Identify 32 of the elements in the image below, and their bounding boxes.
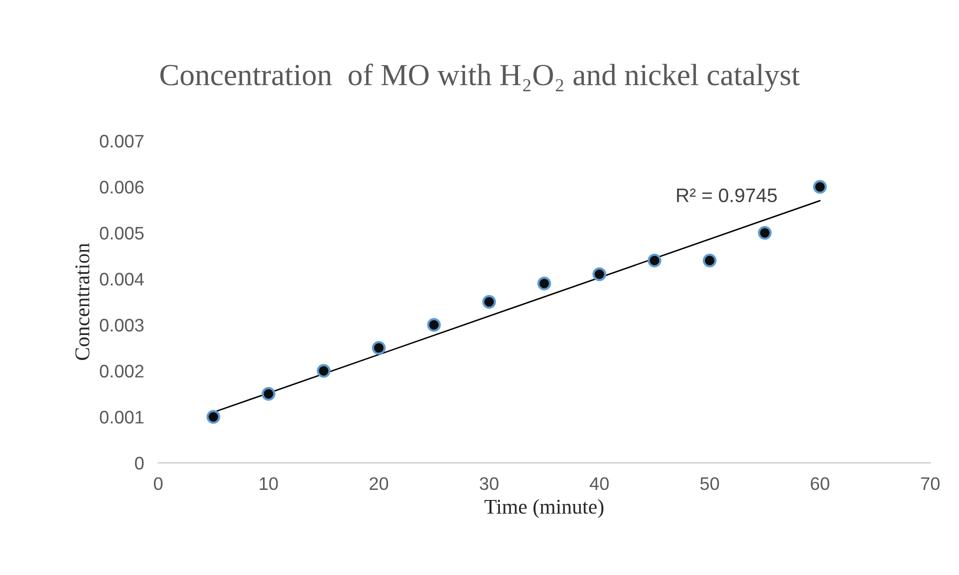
x-tick-label: 20 <box>370 477 388 490</box>
x-tick-label: 50 <box>700 477 719 490</box>
y-tick-label: 0 <box>135 456 144 470</box>
y-tick-label: 0.005 <box>100 226 144 240</box>
y-tick-label: 0.006 <box>100 180 144 194</box>
y-tick-label: 0.007 <box>100 134 144 148</box>
x-tick-label: 10 <box>260 477 278 490</box>
point <box>262 387 276 401</box>
point <box>316 364 331 378</box>
x-tick-label: 30 <box>480 477 498 490</box>
point <box>482 295 496 309</box>
point <box>813 180 827 194</box>
y-tick-label: 0.002 <box>100 364 144 378</box>
point <box>372 341 386 355</box>
chart-title: Concentration of MO with H₂O₂ and nickel catalyst <box>160 64 800 92</box>
point <box>592 267 606 282</box>
x-tick-label: 0 <box>154 477 163 490</box>
y-tick-label: 0.004 <box>100 272 144 286</box>
x-tick-label: 70 <box>921 477 940 490</box>
point <box>758 226 772 240</box>
x-axis-title: Time (minute) <box>484 499 604 518</box>
point <box>702 254 717 268</box>
point <box>427 318 441 332</box>
x-tick-label: 60 <box>810 477 830 490</box>
x-tick-label: 40 <box>590 477 609 490</box>
point <box>537 276 552 290</box>
point <box>206 410 220 424</box>
y-axis-title: Concentration <box>75 243 90 360</box>
point <box>648 254 662 268</box>
y-tick-label: 0.003 <box>100 318 144 332</box>
y-tick-label: 0.001 <box>100 410 144 424</box>
annotation: R² = 0.9745 <box>677 188 777 202</box>
